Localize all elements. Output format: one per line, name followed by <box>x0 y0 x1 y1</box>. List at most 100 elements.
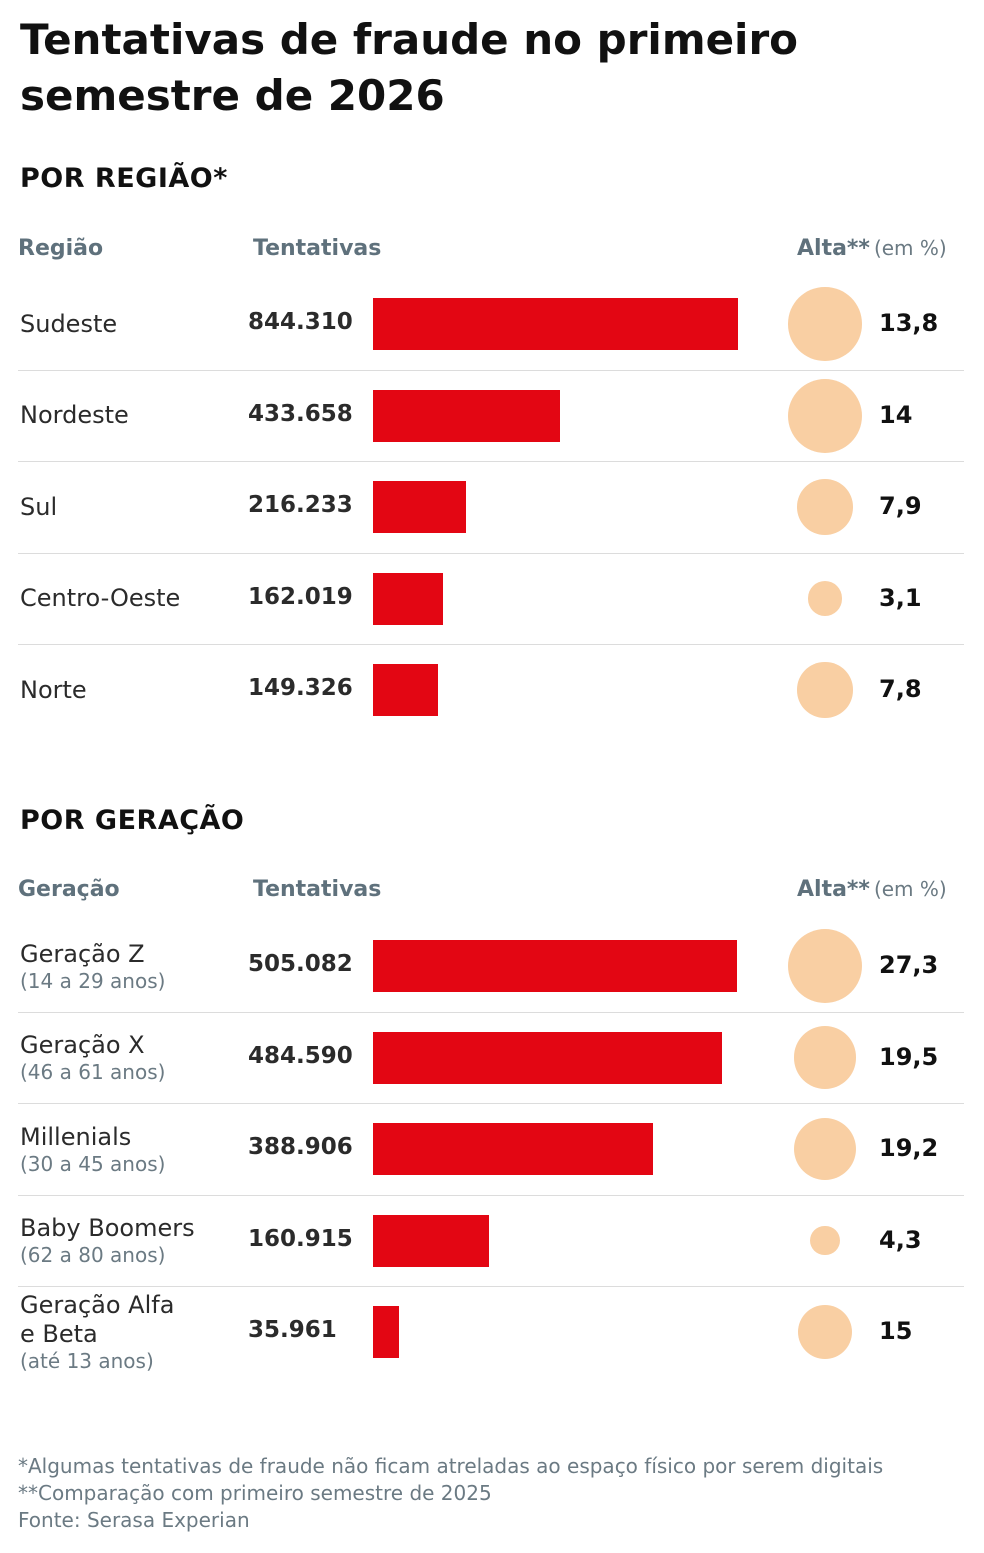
footnote-1: *Algumas tentativas de fraude não ficam … <box>18 1454 884 1478</box>
table-row: Nordeste 433.658 14 <box>0 370 984 462</box>
table-row: Baby Boomers (62 a 80 anos) 160.915 4,3 <box>0 1195 984 1287</box>
growth-label: 7,9 <box>879 492 922 520</box>
category-subtitle: (14 a 29 anos) <box>20 968 166 993</box>
growth-label: 27,3 <box>879 951 939 979</box>
bar <box>373 1031 723 1084</box>
growth-bubble <box>797 479 853 535</box>
table-row: Centro-Oeste 162.019 3,1 <box>0 553 984 645</box>
growth-bubble <box>788 287 862 361</box>
category-label: Nordeste <box>20 401 129 430</box>
row-divider <box>18 1011 964 1013</box>
category-name: Millenials <box>20 1122 132 1151</box>
growth-bubble <box>793 1026 857 1089</box>
growth-unit: (em %) <box>873 236 947 260</box>
growth-bubble <box>793 1117 857 1181</box>
col-header-attempts-generation: Tentativas <box>253 877 382 902</box>
row-divider <box>18 369 964 371</box>
value-label: 505.082 <box>248 951 353 977</box>
category-label: Geração X (46 a 61 anos) <box>20 1031 165 1084</box>
growth-bubble <box>807 581 843 616</box>
value-label: 216.233 <box>248 492 353 518</box>
footnote-2: **Comparação com primeiro semestre de 20… <box>18 1481 492 1505</box>
bar <box>373 389 561 442</box>
category-name: Baby Boomers <box>20 1214 195 1242</box>
footnote-source: Fonte: Serasa Experian <box>18 1508 250 1532</box>
category-label: Geração Alfa e Beta (até 13 anos) <box>20 1291 190 1373</box>
growth-label: 3,1 <box>879 583 922 612</box>
value-label: 388.906 <box>248 1134 353 1160</box>
category-label: Sudeste <box>20 310 117 339</box>
bar <box>373 940 737 992</box>
growth-label: 7,8 <box>879 675 922 703</box>
category-label: Sul <box>20 493 57 522</box>
table-row: Geração Z (14 a 29 anos) 505.082 27,3 <box>0 920 984 1012</box>
category-label: Norte <box>20 676 87 705</box>
col-header-region: Região <box>18 236 104 261</box>
bar <box>373 1306 399 1358</box>
value-label: 35.961 <box>248 1317 337 1343</box>
category-name: Sul <box>20 492 58 521</box>
category-name: Norte <box>20 675 87 704</box>
growth-label: 19,5 <box>879 1042 939 1071</box>
growth-bubble <box>797 662 853 718</box>
row-divider <box>18 1103 964 1105</box>
category-label: Centro-Oeste <box>20 584 180 613</box>
category-label: Baby Boomers (62 a 80 anos) <box>20 1214 195 1267</box>
category-subtitle: (30 a 45 anos) <box>20 1151 166 1176</box>
category-name: Centro-Oeste <box>20 584 181 612</box>
bar <box>373 481 467 533</box>
category-subtitle: (46 a 61 anos) <box>20 1060 166 1084</box>
growth-label: Alta** <box>797 236 870 261</box>
row-divider <box>18 644 964 646</box>
value-label: 433.658 <box>248 400 353 427</box>
category-subtitle: (até 13 anos) <box>20 1349 154 1373</box>
value-label: 160.915 <box>248 1225 353 1252</box>
table-row: Sudeste 844.310 13,8 <box>0 278 984 370</box>
growth-label: 4,3 <box>879 1225 922 1254</box>
category-name: Sudeste <box>20 309 118 338</box>
row-divider <box>18 461 964 463</box>
table-row: Geração Alfa e Beta (até 13 anos) 35.961 15 <box>0 1286 984 1378</box>
row-divider <box>18 1286 964 1288</box>
growth-bubble <box>810 1225 840 1256</box>
growth-label: 14 <box>879 400 913 429</box>
growth-label: Alta** <box>797 877 870 902</box>
row-divider <box>18 1194 964 1196</box>
col-header-growth-generation: Alta** (em %) <box>797 877 947 902</box>
bar <box>373 1123 654 1175</box>
value-label: 484.590 <box>248 1042 353 1069</box>
category-label: Geração Z (14 a 29 anos) <box>20 940 165 993</box>
growth-bubble <box>788 378 862 453</box>
table-row: Millenials (30 a 45 anos) 388.906 19,2 <box>0 1103 984 1195</box>
row-divider <box>18 552 964 554</box>
col-header-attempts-region: Tentativas <box>253 236 382 261</box>
growth-bubble <box>788 929 862 1003</box>
bar <box>373 298 738 350</box>
category-name: Nordeste <box>20 401 129 429</box>
category-label: Millenials (30 a 45 anos) <box>20 1123 165 1176</box>
growth-unit: (em %) <box>873 877 947 901</box>
section-heading-region: POR REGIÃO* <box>20 163 228 194</box>
col-header-growth-region: Alta** (em %) <box>797 236 947 261</box>
growth-label: 19,2 <box>879 1134 939 1162</box>
table-row: Geração X (46 a 61 anos) 484.590 19,5 <box>0 1012 984 1104</box>
table-row: Norte 149.326 7,8 <box>0 644 984 736</box>
category-name: Geração X <box>20 1031 145 1059</box>
section-heading-generation: POR GERAÇÃO <box>20 805 245 836</box>
category-subtitle: (62 a 80 anos) <box>20 1243 166 1267</box>
bar <box>373 664 438 716</box>
growth-label: 15 <box>879 1317 913 1345</box>
bar <box>373 572 444 625</box>
value-label: 149.326 <box>248 675 353 701</box>
category-name: Geração Z <box>20 939 145 968</box>
value-label: 162.019 <box>248 583 353 610</box>
growth-bubble <box>797 1304 853 1360</box>
bar <box>373 1214 489 1267</box>
footnotes: *Algumas tentativas de fraude não ficam … <box>18 1453 883 1534</box>
col-header-generation: Geração <box>18 877 120 902</box>
growth-label: 13,8 <box>879 309 939 337</box>
chart-title: Tentativas de fraude no primeiro semestr… <box>20 15 799 120</box>
category-name: Geração Alfa e Beta <box>20 1291 175 1348</box>
table-row: Sul 216.233 7,9 <box>0 461 984 553</box>
value-label: 844.310 <box>248 309 353 335</box>
